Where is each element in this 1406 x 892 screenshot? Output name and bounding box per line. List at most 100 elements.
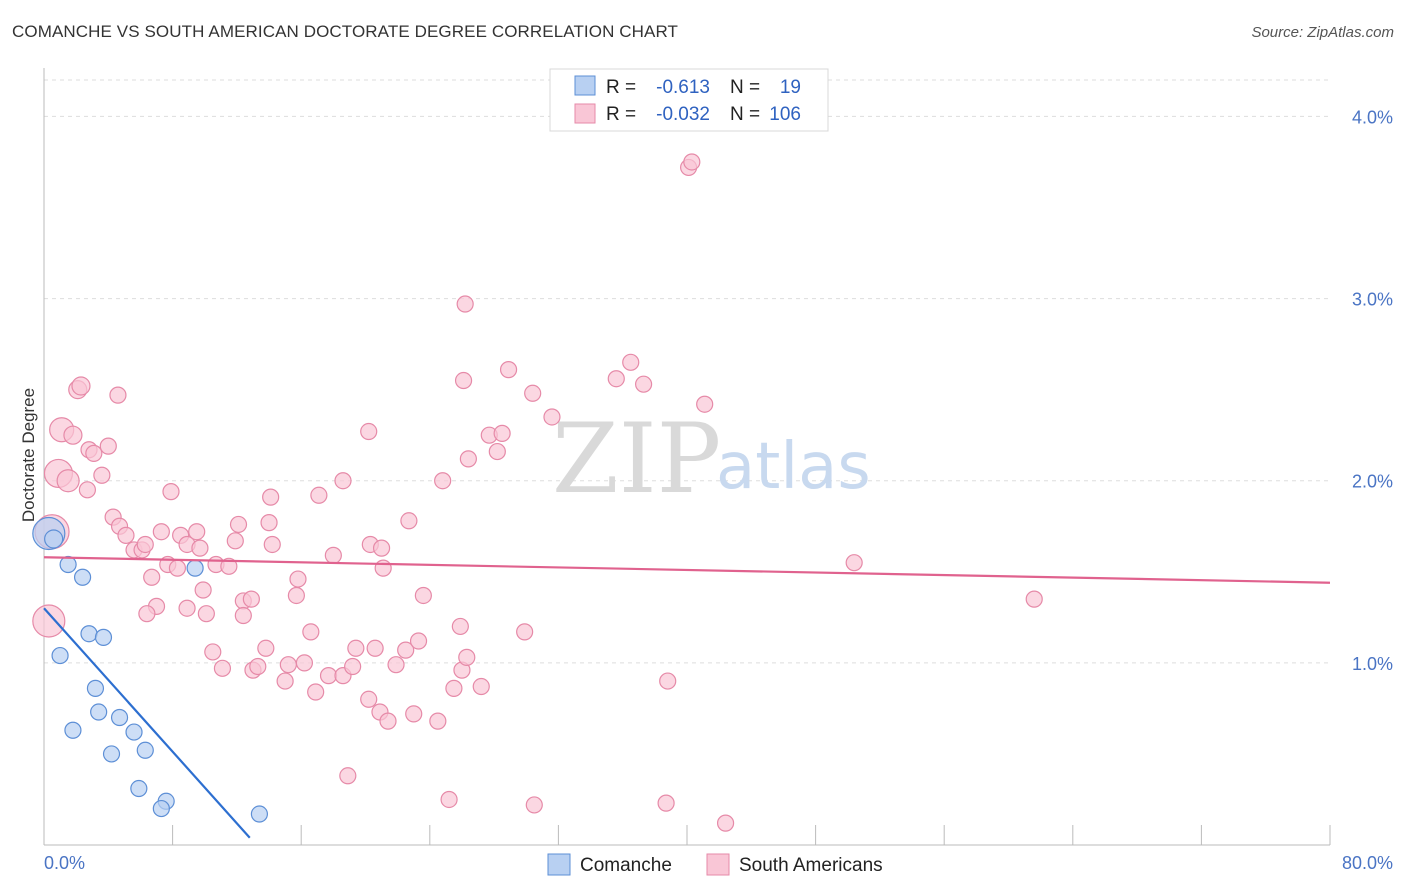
south-americans-point-48 [324,546,342,564]
legend-n-label-south-americans: N = [730,104,760,125]
comanche-point-10 [110,708,129,727]
south-americans-point-69 [397,641,415,659]
south-americans-point-26 [168,559,187,577]
south-americans-point-96 [634,375,653,393]
comanche-trend-line [43,607,251,839]
south-americans-point-76 [434,472,452,490]
south-americans-point-72 [372,539,391,557]
south-americans-point-102 [525,796,543,814]
comanche-point-16 [152,799,170,818]
legend-r-value-south-americans: -0.032 [656,104,710,125]
chart-source: Source: ZipAtlas.com [1251,24,1394,41]
south-americans-point-54 [279,656,297,674]
axes [43,68,1331,846]
y-tick-label-0: 1.0% [1352,654,1393,674]
south-americans-point-57 [307,683,325,701]
south-americans-point-45 [287,586,305,605]
south-americans-point-20 [152,523,170,541]
south-americans-point-36 [194,581,212,599]
south-americans-point-93 [456,295,474,313]
south-americans-trend-line [43,556,1331,584]
south-americans-point-89 [499,361,518,379]
bottom-legend: Comanche South Americans [547,853,883,876]
south-americans-point-13 [78,481,97,499]
comanche-point-17 [186,559,204,577]
watermark-atlas: atlas [716,430,871,504]
legend-swatch-comanche [574,75,596,96]
y-axis-label: Doctorate Degree [19,388,38,522]
south-americans-point-41 [260,514,278,532]
south-americans-point-107 [1025,590,1043,608]
south-americans-point-61 [347,639,365,657]
comanche-point-2 [59,555,77,574]
south-americans-point-104 [716,814,735,832]
south-americans-point-84 [334,472,352,490]
south-americans-point-94 [607,370,625,388]
south-americans-point-29 [226,532,244,550]
south-americans-point-31 [162,483,180,501]
legend-n-value-comanche: 19 [780,77,801,98]
south-americans-point-34 [138,605,156,623]
south-americans-point-97 [696,395,714,413]
south-americans-point-40 [242,590,260,608]
south-americans-point-75 [414,586,432,605]
south-americans-point-52 [249,657,267,676]
south-americans-point-7 [71,376,91,396]
south-americans-point-30 [229,515,248,534]
legend-r-value-comanche: -0.613 [656,77,710,98]
south-americans-point-70 [409,632,428,650]
south-americans-point-87 [493,424,511,442]
watermark-zip: ZIP [552,403,721,515]
south-americans-point-92 [454,371,473,390]
comanche-point-11 [125,723,143,741]
south-americans-point-47 [302,623,320,641]
south-americans-point-85 [459,450,477,468]
south-americans-point-74 [400,512,418,530]
south-americans-point-1 [32,604,66,638]
south-americans-point-42 [263,535,281,554]
south-americans-point-60 [344,657,362,676]
y-tick-label-1: 2.0% [1352,472,1393,492]
trend-lines [43,556,1331,839]
south-americans-point-44 [310,486,328,504]
south-americans-point-101 [440,790,458,809]
comanche-point-12 [102,745,121,763]
south-americans-point-66 [379,712,397,730]
south-americans-point-10 [85,444,103,462]
south-americans-point-62 [366,639,384,657]
south-americans-point-78 [458,648,476,666]
legend-r-label-comanche: R = [606,77,636,98]
comanche-point-9 [90,703,108,721]
top-legend: R = -0.613 N = 19 R = -0.032 N = 106 [549,68,829,132]
x-tick-label-1: 80.0% [1342,853,1393,873]
south-americans-point-32 [143,568,161,586]
south-americans-point-68 [429,712,447,730]
south-americans-points [32,153,1043,832]
south-americans-point-53 [257,639,275,657]
south-americans-point-24 [191,539,209,557]
tick-labels: 1.0% 2.0% 3.0% 4.0% 0.0% 80.0% [44,107,1393,873]
bottom-legend-swatch-south-americans [706,853,730,876]
south-americans-point-82 [516,623,534,641]
south-americans-point-90 [524,384,542,402]
south-americans-point-28 [220,557,238,575]
legend-n-label-comanche: N = [730,77,760,98]
comanche-point-1 [44,529,64,549]
south-americans-point-73 [374,559,392,577]
south-americans-point-103 [657,794,675,812]
south-americans-point-56 [276,672,294,690]
comanche-point-5 [80,625,98,643]
legend-n-value-south-americans: 106 [769,104,801,125]
south-americans-point-99 [683,153,701,171]
south-americans-point-46 [289,570,307,588]
comanche-points [32,516,269,823]
south-americans-point-4 [56,469,80,493]
south-americans-point-35 [178,599,196,617]
south-americans-point-81 [451,617,469,636]
south-americans-point-63 [387,656,405,674]
comanche-point-13 [136,741,154,759]
y-tick-label-3: 4.0% [1352,107,1393,127]
south-americans-point-37 [197,605,215,623]
bottom-legend-swatch-comanche [547,853,571,876]
south-americans-point-79 [445,679,463,697]
